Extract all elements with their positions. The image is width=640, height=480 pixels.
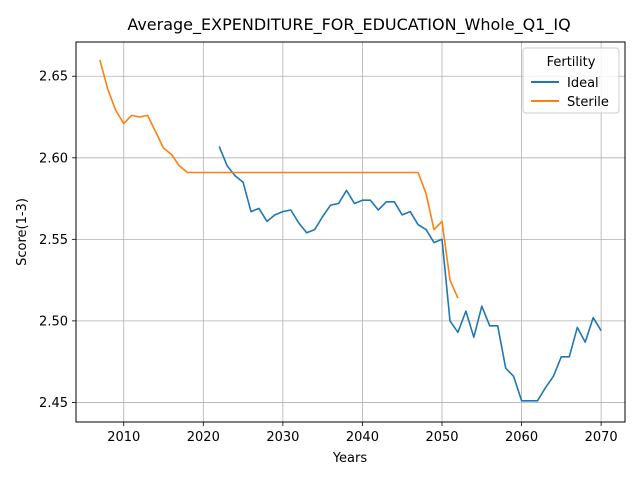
series-layer [99,59,602,402]
legend: Fertility Ideal Sterile [522,47,620,114]
series-line-ideal [218,146,602,402]
x-tick-label: 2040 [346,430,379,445]
y-axis-label: Score(1-3) [15,198,30,266]
y-tick-label: 2.45 [39,396,68,411]
legend-label-sterile: Sterile [567,95,609,110]
y-axis: 2.45 2.50 2.55 2.60 2.65 [39,70,76,411]
x-tick-label: 2060 [505,430,538,445]
x-axis-label: Years [332,451,368,466]
legend-label-ideal: Ideal [567,76,599,91]
chart-title: Average_EXPENDITURE_FOR_EDUCATION_Whole_… [127,15,570,35]
plot-frame [75,41,626,423]
x-tick-label: 2050 [425,430,458,445]
y-tick-label: 2.60 [39,151,68,166]
y-tick-label: 2.65 [39,70,68,85]
grid [76,42,625,422]
y-tick-label: 2.50 [39,314,68,329]
x-tick-label: 2070 [585,430,618,445]
legend-title: Fertility [547,55,596,70]
y-tick-label: 2.55 [39,233,68,248]
x-tick-label: 2020 [187,430,220,445]
x-tick-label: 2030 [266,430,299,445]
x-axis: 2010 2020 2030 2040 2050 2060 2070 [107,422,618,445]
x-tick-label: 2010 [107,430,140,445]
legend-box [522,47,620,114]
series-line-sterile [99,59,459,299]
